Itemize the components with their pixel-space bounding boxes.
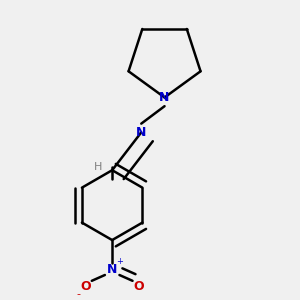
Text: H: H	[93, 162, 102, 172]
Text: N: N	[159, 91, 170, 104]
Text: N: N	[136, 126, 146, 139]
Text: N: N	[107, 263, 117, 276]
Text: +: +	[116, 257, 123, 266]
Text: -: -	[77, 289, 81, 299]
Text: O: O	[133, 280, 144, 293]
Text: O: O	[81, 280, 91, 293]
